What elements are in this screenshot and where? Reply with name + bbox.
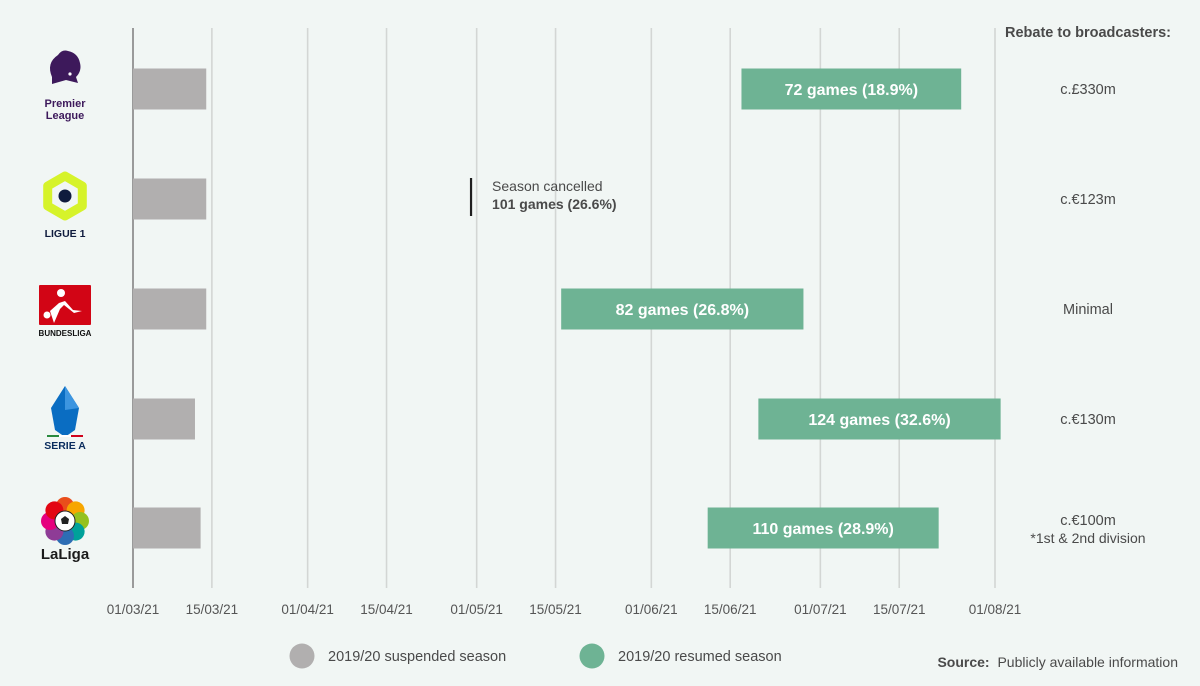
resumed-bar — [561, 288, 804, 330]
x-tick-label: 01/07/21 — [794, 602, 847, 617]
rebate-value: c.€130m — [1060, 412, 1116, 428]
rebate-value: c.£330m — [1060, 82, 1116, 98]
x-tick-label: 01/08/21 — [969, 602, 1022, 617]
resumed-bar-label: 82 games (26.8%) — [616, 302, 749, 319]
x-tick-label: 15/07/21 — [873, 602, 926, 617]
resumed-bar — [707, 507, 939, 549]
x-tick-label: 01/03/21 — [107, 602, 160, 617]
legend-label: 2019/20 resumed season — [618, 649, 782, 665]
legend-label: 2019/20 suspended season — [328, 649, 506, 665]
logo-wordmark: LIGUE 1 — [45, 228, 86, 240]
logo-wordmark: BUNDESLIGA — [39, 329, 92, 338]
resumed-bar — [758, 398, 1001, 440]
x-tick-label: 15/05/21 — [529, 602, 582, 617]
legend-swatch — [579, 643, 605, 669]
rebate-column: Rebate to broadcasters: c.£330m c.€123m Mi… — [1005, 25, 1171, 546]
x-tick-label: 15/06/21 — [704, 602, 757, 617]
suspended-bar — [133, 398, 195, 440]
x-tick-label: 15/04/21 — [360, 602, 413, 617]
logo-wordmark: SERIE A — [44, 440, 86, 452]
x-axis-ticks: 01/03/21 15/03/21 01/04/21 15/04/21 01/05/21… — [107, 602, 1022, 617]
ligue1-hexagon-icon: LIGUE 1 — [43, 171, 87, 240]
rebate-value: c.€100m — [1060, 513, 1116, 529]
suspended-bar — [133, 68, 207, 110]
cancelled-label: Season cancelled — [492, 178, 603, 194]
bundesliga-red-square-icon: BUNDESLIGA — [39, 285, 92, 338]
resumed-bar-label: 72 games (18.9%) — [785, 82, 918, 99]
logo-wordmark: Premier — [45, 98, 87, 110]
svg-text:Source: Publicly availab: Source: Publicly available information — [937, 654, 1178, 670]
logo-wordmark: LaLiga — [41, 546, 90, 563]
source-label: Source: — [937, 654, 989, 670]
rebate-value: Minimal — [1063, 302, 1113, 318]
x-tick-label: 01/04/21 — [281, 602, 334, 617]
x-tick-label: 01/05/21 — [450, 602, 503, 617]
grid-lines — [132, 28, 996, 588]
rebate-value: c.€123m — [1060, 192, 1116, 208]
resumed-bar-label: 124 games (32.6%) — [808, 412, 950, 429]
suspended-bar — [133, 288, 207, 330]
cancelled-games-label: 101 games (26.6%) — [492, 196, 617, 212]
x-tick-label: 15/03/21 — [186, 602, 239, 617]
suspended-bar — [133, 507, 201, 549]
legend-swatch — [289, 643, 315, 669]
bars: 72 games (18.9%) Season cancelled 101 game… — [133, 68, 1001, 549]
source-text: Publicly available information — [997, 654, 1178, 670]
suspended-bar — [133, 178, 207, 220]
serie-a-shield-icon: SERIE A — [44, 386, 86, 452]
rebate-note: *1st & 2nd division — [1030, 530, 1145, 546]
source-note: Source: Publicly available information — [937, 654, 1178, 670]
resumed-bar-label: 110 games (28.9%) — [752, 521, 893, 538]
rebate-header: Rebate to broadcasters: — [1005, 25, 1171, 41]
laliga-flower-ball-icon: LaLiga — [41, 497, 90, 563]
resumed-bar — [741, 68, 962, 110]
x-tick-label: 01/06/21 — [625, 602, 678, 617]
logo-wordmark: League — [46, 110, 85, 122]
legend: 2019/20 suspended season 2019/20 resumed … — [289, 643, 782, 669]
